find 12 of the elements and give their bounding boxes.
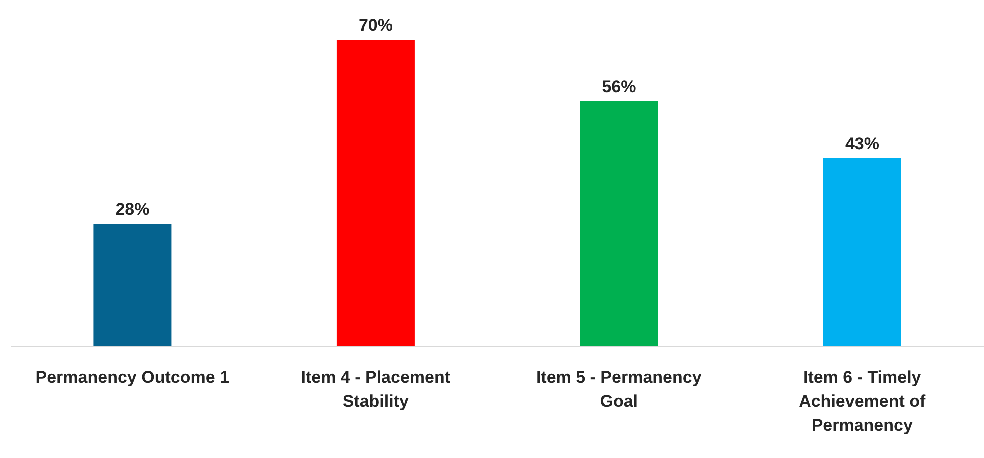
x-tick-label: Permanency Outcome 1 — [36, 368, 230, 388]
data-label: 56% — [602, 77, 636, 96]
bar — [580, 101, 658, 347]
bar — [94, 224, 172, 347]
x-tick-label: Item 4 - Placement Stability — [301, 368, 451, 412]
bar — [336, 40, 415, 347]
bar — [823, 158, 902, 347]
data-label: 28% — [116, 200, 150, 220]
data-label: 70% — [358, 16, 393, 35]
x-tick-label: Item 5 - Permanency Goal — [536, 368, 702, 412]
x-tick-label: Item 6 - Timely Achievement of Permanency — [799, 368, 926, 436]
data-label: 43% — [845, 134, 880, 154]
